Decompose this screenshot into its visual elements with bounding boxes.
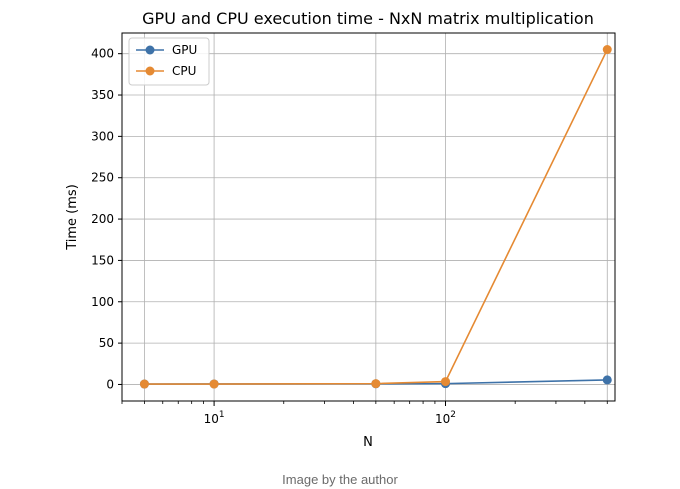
image-caption: Image by the author [282,472,398,487]
data-point-cpu [139,379,149,389]
legend: GPU CPU [128,37,210,86]
chart: GPU and CPU execution time - NxN matrix … [65,9,616,450]
y-tick-label: 150 [91,253,114,267]
y-tick-label: 100 [91,295,114,309]
legend-marker-gpu [145,45,155,55]
x-tick-label: 101 [204,410,225,426]
legend-label-gpu: GPU [172,43,197,57]
y-tick-label: 50 [99,336,114,350]
series-layer [139,45,612,389]
plot-frame [121,32,616,402]
y-tick-label: 0 [106,377,114,391]
data-point-cpu [209,379,219,389]
y-tick-label: 350 [91,88,114,102]
chart-title: GPU and CPU execution time - NxN matrix … [142,9,594,28]
legend-marker-cpu [145,66,155,76]
data-point-cpu [602,45,612,55]
y-tick-label: 400 [91,47,114,61]
x-axis-label: N [363,435,373,450]
y-axis-label: Time (ms) [65,184,80,251]
axis-ticks: 0 50 100 150 200 250 300 350 400 101 102 [91,47,608,426]
data-point-cpu [371,379,381,389]
x-tick-label: 102 [435,410,456,426]
grid [122,33,615,401]
legend-label-cpu: CPU [172,64,196,78]
y-tick-label: 300 [91,129,114,143]
y-tick-label: 250 [91,171,114,185]
y-tick-label: 200 [91,212,114,226]
data-point-cpu [441,377,451,387]
data-point-gpu [602,375,612,385]
